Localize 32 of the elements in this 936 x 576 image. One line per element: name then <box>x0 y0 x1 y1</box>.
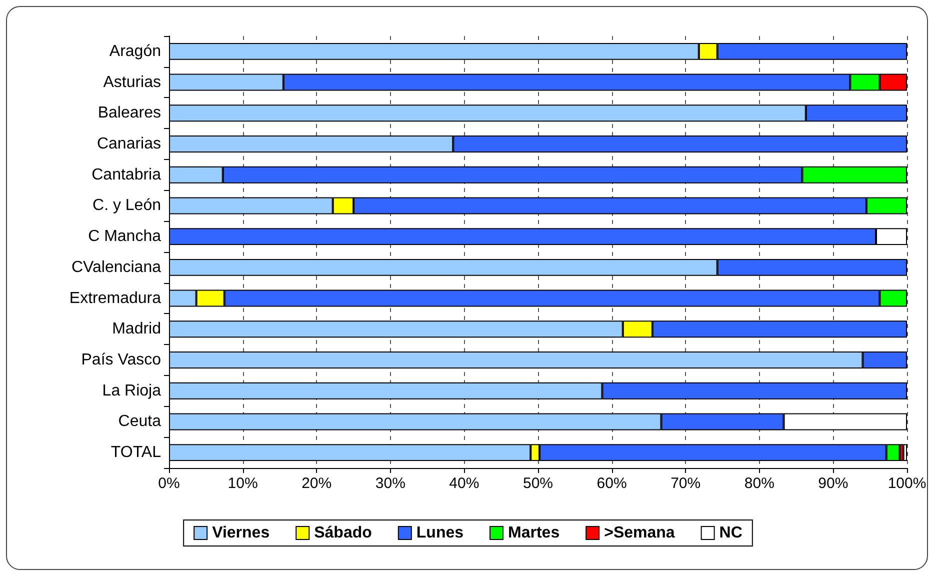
x-tick-label: 0% <box>158 475 180 492</box>
legend-label: NC <box>719 524 743 542</box>
y-tick-label: Aragón <box>109 42 161 60</box>
x-tick-label: 10% <box>228 475 258 492</box>
y-tick-label: Canarias <box>96 136 161 152</box>
y-tick-label: País Vasco <box>81 352 162 368</box>
y-tick-label: Baleares <box>98 104 161 122</box>
legend-label: Viernes <box>212 524 270 542</box>
x-tick-label: 90% <box>818 475 848 492</box>
y-tick-label: Ceuta <box>118 413 162 430</box>
y-tick-label: Asturias <box>103 74 161 91</box>
legend-label: Lunes <box>416 524 464 542</box>
y-tick-label: Extremadura <box>69 290 162 307</box>
x-tick-label: 60% <box>596 475 627 492</box>
y-tick-label: CValenciana <box>71 258 162 276</box>
y-tick-label: Cantabria <box>92 166 162 184</box>
y-tick-label: C. y León <box>92 197 161 214</box>
y-tick-label: TOTAL <box>110 444 162 462</box>
legend-label: >Semana <box>604 524 675 542</box>
legend-label: Martes <box>508 524 560 542</box>
legend-label: Sábado <box>314 524 372 542</box>
x-tick-label: 50% <box>522 475 554 492</box>
bar <box>903 444 907 462</box>
x-tick-label: 40% <box>449 475 480 492</box>
x-tick-label: 80% <box>744 475 774 492</box>
y-tick-label: Madrid <box>112 320 161 338</box>
x-tick-label: 30% <box>375 475 406 492</box>
x-tick-label: 20% <box>302 475 332 492</box>
y-tick-label: C Mancha <box>88 228 162 246</box>
y-tick-label: La Rioja <box>102 382 162 400</box>
x-tick-label: 100% <box>888 475 926 492</box>
x-tick-label: 70% <box>670 475 701 492</box>
